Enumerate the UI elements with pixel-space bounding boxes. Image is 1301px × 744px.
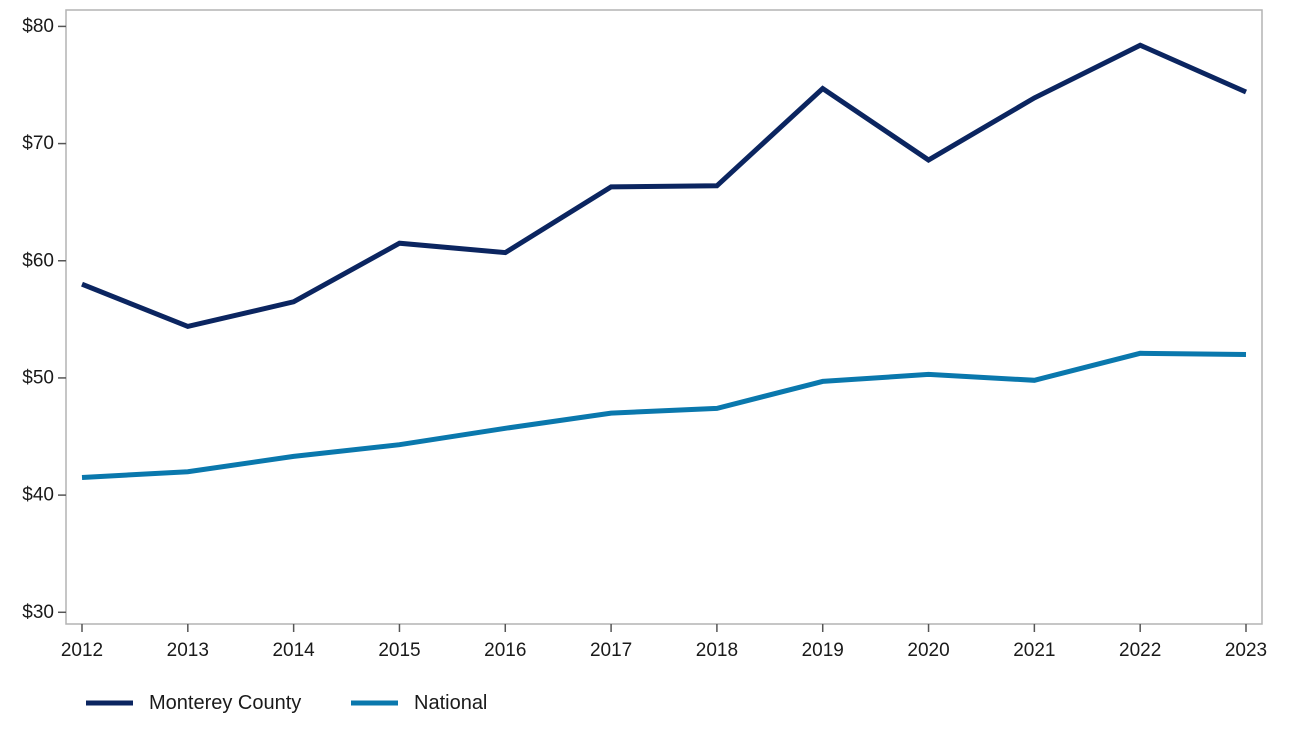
x-tick-label: 2020 xyxy=(907,640,949,661)
y-tick-label: $40 xyxy=(22,485,54,506)
x-axis: 2012 2013 2014 2015 2016 2017 2018 2019 2020 2021… xyxy=(61,624,1267,661)
series-layer xyxy=(81,42,1248,480)
x-tick-label: 2013 xyxy=(167,640,209,661)
series-line-monterey-county xyxy=(81,42,1248,330)
legend-label-national: National xyxy=(414,692,487,714)
y-tick-label: $70 xyxy=(22,133,54,154)
x-tick-label: 2017 xyxy=(590,640,632,661)
x-tick-label: 2012 xyxy=(61,640,103,661)
legend: Monterey County National xyxy=(86,692,487,714)
x-tick-label: 2022 xyxy=(1119,640,1161,661)
series-line-national xyxy=(81,350,1247,480)
y-tick-label: $30 xyxy=(22,602,54,623)
legend-label-monterey-county: Monterey County xyxy=(149,692,301,714)
x-tick-label: 2015 xyxy=(378,640,420,661)
x-tick-label: 2014 xyxy=(272,640,315,661)
x-tick-label: 2021 xyxy=(1013,640,1055,661)
y-tick-label: $80 xyxy=(22,16,54,37)
y-tick-label: $50 xyxy=(22,367,54,388)
x-tick-label: 2018 xyxy=(696,640,738,661)
x-tick-label: 2019 xyxy=(802,640,844,661)
y-axis: $30 $40 $50 $60 $70 $80 xyxy=(22,16,66,623)
y-tick-label: $60 xyxy=(22,250,54,271)
plot-frame xyxy=(65,9,1263,625)
x-tick-label: 2016 xyxy=(484,640,526,661)
x-tick-label: 2023 xyxy=(1225,640,1267,661)
